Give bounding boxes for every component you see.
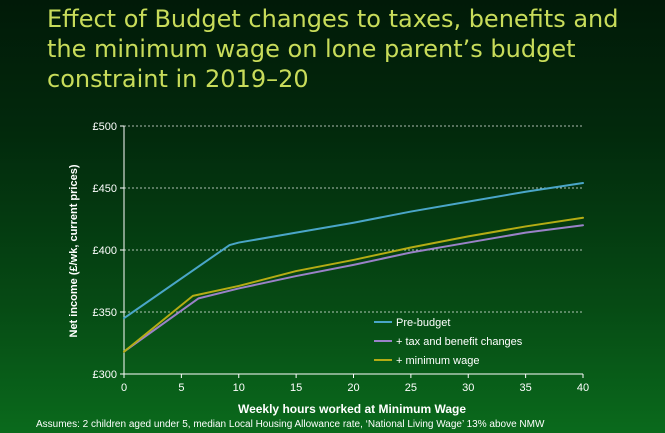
x-tick-label: 35 [520, 382, 532, 394]
series-line-1 [123, 182, 584, 320]
gridlines [124, 125, 583, 313]
y-tick-label: £500 [93, 121, 117, 133]
legend: Pre-budget + tax and benefit changes + min… [374, 317, 523, 367]
x-tick-label: 20 [347, 382, 359, 394]
x-tick-label: 15 [290, 382, 302, 394]
series-line-2 [123, 224, 584, 353]
y-tick-label: £300 [93, 369, 117, 381]
y-tick-label: £450 [93, 183, 117, 195]
x-tick-label: 10 [233, 382, 245, 394]
y-axis-label: Net income (£/wk, current prices) [68, 164, 80, 337]
footnote: Assumes: 2 children aged under 5, median… [36, 419, 545, 430]
x-axis-ticks: 0 5 10 15 20 25 30 35 40 [121, 374, 589, 394]
y-axis-ticks: £300 £350 £400 £450 £500 [93, 121, 124, 381]
legend-label: Pre-budget [396, 317, 450, 329]
legend-label: + tax and benefit changes [396, 336, 523, 348]
x-tick-label: 40 [577, 382, 589, 394]
x-tick-label: 5 [178, 382, 184, 394]
x-tick-label: 25 [405, 382, 417, 394]
x-tick-label: 0 [121, 382, 127, 394]
y-tick-label: £400 [93, 245, 117, 257]
series-line-3 [123, 216, 584, 353]
y-tick-label: £350 [93, 307, 117, 319]
x-tick-label: 30 [462, 382, 474, 394]
legend-label: + minimum wage [396, 355, 479, 367]
chart-title: Effect of Budget changes to taxes, benef… [47, 5, 619, 93]
x-axis-label: Weekly hours worked at Minimum Wage [238, 402, 466, 416]
series-lines [123, 182, 584, 353]
